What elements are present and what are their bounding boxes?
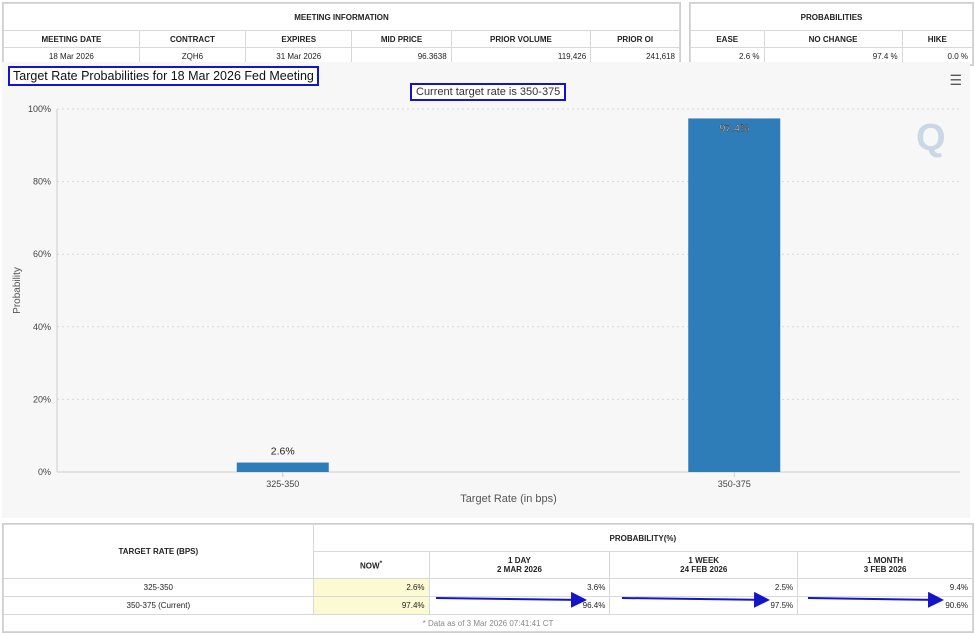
y-tick-label: 0% [38, 467, 51, 477]
data-label: 97.4% [719, 122, 749, 134]
y-tick-label: 20% [33, 394, 51, 404]
col-1-day-date: 2 MAR 2026 [496, 565, 542, 574]
data-label: 2.6% [271, 446, 295, 458]
col-now: NOW* [312, 551, 430, 579]
x-tick-label: 325-350 [266, 479, 299, 489]
col-contract: CONTRACT [138, 30, 247, 48]
col-1-week-date: 24 FEB 2026 [680, 565, 728, 574]
rate-cell: 325-350 [3, 578, 314, 597]
chart-svg: 0% 20% 40% 60% 80% 100% 2.6% 325-350 97.4% 350-37… [12, 104, 960, 505]
meeting-info-header: MEETING INFORMATION [3, 3, 680, 31]
col-1-day-label: 1 DAY [508, 556, 531, 565]
col-prior-oi: PRIOR OI [590, 30, 680, 48]
col-mid-price: MID PRICE [351, 30, 452, 48]
col-1-month: 1 MONTH 3 FEB 2026 [797, 551, 973, 579]
x-axis-title: Target Rate (in bps) [460, 493, 557, 505]
one-week-cell: 2.5% [609, 578, 799, 597]
one-day-cell: 3.6% [428, 578, 611, 597]
col-1-week: 1 WEEK 24 FEB 2026 [609, 551, 799, 579]
col-1-month-label: 1 MONTH [867, 556, 904, 565]
q-logo: Q [916, 117, 946, 159]
col-now-label: NOW [360, 561, 380, 571]
col-prior-volume: PRIOR VOLUME [450, 30, 592, 48]
rate-cell: 350-375 (Current) [3, 596, 314, 615]
probability-history-table: TARGET RATE (BPS) PROBABILITY(%) NOW* 1 … [2, 523, 974, 633]
col-hike: HIKE [901, 30, 974, 48]
meeting-info-panel: MEETING INFORMATION MEETING DATE CONTRAC… [2, 2, 681, 66]
table-row: 325-350 2.6% 3.6% 2.5% 9.4% [3, 578, 973, 597]
now-cell: 2.6% [312, 578, 430, 597]
probabilities-header: PROBABILITIES [690, 3, 973, 31]
probability-chart: 0% 20% 40% 60% 80% 100% 2.6% 325-350 97.4% 350-37… [2, 62, 970, 518]
hamburger-menu-icon[interactable]: ☰ [949, 72, 962, 88]
col-expires: EXPIRES [245, 30, 353, 48]
y-tick-label: 60% [33, 249, 51, 259]
y-tick-label: 80% [33, 177, 51, 187]
data-timestamp-note: * Data as of 3 Mar 2026 07:41:41 CT [3, 614, 973, 632]
y-tick-label: 40% [33, 322, 51, 332]
probability-header: PROBABILITY(%) [312, 524, 974, 552]
col-1-week-label: 1 WEEK [688, 556, 720, 565]
one-week-cell: 97.5% [609, 596, 799, 615]
chart-subtitle: Current target rate is 350-375 [410, 83, 567, 101]
one-month-cell: 90.6% [797, 596, 973, 615]
col-1-day: 1 DAY 2 MAR 2026 [428, 551, 611, 579]
bar [688, 118, 781, 473]
y-tick-label: 100% [28, 104, 51, 114]
col-1-month-date: 3 FEB 2026 [863, 565, 907, 574]
chart-title: Target Rate Probabilities for 18 Mar 202… [8, 66, 319, 86]
target-rate-header: TARGET RATE (BPS) [3, 524, 314, 579]
y-axis-title: Probability [12, 267, 23, 314]
col-now-marker: * [379, 559, 383, 567]
one-month-cell: 9.4% [797, 578, 973, 597]
now-cell: 97.4% [312, 596, 430, 615]
col-meeting-date: MEETING DATE [3, 30, 140, 48]
bar [236, 462, 329, 472]
one-day-cell: 96.4% [428, 596, 611, 615]
table-row: 350-375 (Current) 97.4% 96.4% 97.5% 90.6… [3, 596, 973, 615]
col-ease: EASE [690, 30, 765, 48]
probabilities-panel: PROBABILITIES EASE NO CHANGE HIKE 2.6 % … [689, 2, 974, 66]
col-no-change: NO CHANGE [763, 30, 903, 48]
x-tick-label: 350-375 [718, 479, 751, 489]
